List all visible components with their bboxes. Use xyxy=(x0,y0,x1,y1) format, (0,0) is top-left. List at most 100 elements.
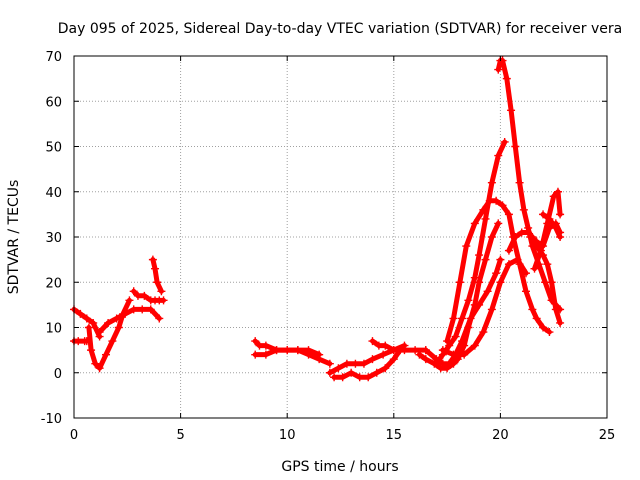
data-point xyxy=(530,264,539,273)
data-point xyxy=(494,151,503,160)
data-point xyxy=(449,350,458,359)
y-tick-label: -10 xyxy=(41,412,62,427)
data-point xyxy=(421,355,430,364)
data-point xyxy=(411,346,420,355)
data-point xyxy=(498,201,507,210)
data-point xyxy=(112,314,121,323)
data-point xyxy=(539,210,548,219)
data-point xyxy=(545,328,554,337)
data-point xyxy=(445,359,454,368)
data-point xyxy=(325,368,334,377)
series-band xyxy=(440,257,529,358)
data-point xyxy=(87,346,96,355)
series-arc-13 xyxy=(421,255,505,368)
data-point xyxy=(536,246,545,255)
data-point xyxy=(347,368,356,377)
data-point xyxy=(515,260,524,269)
data-point xyxy=(458,314,467,323)
data-point xyxy=(521,287,530,296)
data-point xyxy=(466,314,475,323)
data-point xyxy=(481,214,490,223)
series-arc-21 xyxy=(539,210,565,241)
data-point xyxy=(475,278,484,287)
data-point xyxy=(462,242,471,251)
series-arc-10 xyxy=(330,346,405,382)
data-point xyxy=(549,192,558,201)
chart-title: Day 095 of 2025, Sidereal Day-to-day VTE… xyxy=(58,21,622,37)
series-arc-15 xyxy=(432,137,509,368)
data-point xyxy=(251,350,260,359)
data-point xyxy=(464,296,473,305)
data-point xyxy=(76,309,85,318)
data-point xyxy=(470,341,479,350)
x-tick-label: 10 xyxy=(279,428,296,443)
data-point xyxy=(121,309,130,318)
x-tick-label: 20 xyxy=(492,428,509,443)
data-point xyxy=(368,337,377,346)
data-point xyxy=(389,355,398,364)
data-point xyxy=(372,368,381,377)
data-point xyxy=(364,373,373,382)
series-arc-5 xyxy=(129,287,168,305)
data-point xyxy=(379,350,388,359)
data-point xyxy=(95,364,104,373)
series-band xyxy=(150,257,164,294)
data-point xyxy=(381,341,390,350)
data-point xyxy=(507,106,516,115)
data-point xyxy=(114,323,123,332)
series-arc-18 xyxy=(504,228,565,327)
traces-layer xyxy=(70,56,565,382)
data-point xyxy=(140,291,149,300)
y-tick-label: 50 xyxy=(45,141,62,156)
data-point xyxy=(504,260,513,269)
data-point xyxy=(445,341,454,350)
y-tick-label: 40 xyxy=(45,186,62,201)
data-point xyxy=(556,210,565,219)
series-arc-1 xyxy=(70,305,104,341)
y-tick-label: 20 xyxy=(45,276,62,291)
x-axis-label: GPS time / hours xyxy=(281,459,398,475)
data-point xyxy=(479,205,488,214)
data-point xyxy=(148,255,157,264)
x-tick-label: 5 xyxy=(176,428,184,443)
data-point xyxy=(460,350,469,359)
data-point xyxy=(89,318,98,327)
data-point xyxy=(138,305,147,314)
data-point xyxy=(504,246,513,255)
data-point xyxy=(368,355,377,364)
data-point xyxy=(504,210,513,219)
data-point xyxy=(101,350,110,359)
data-point xyxy=(325,359,334,368)
data-point xyxy=(251,337,260,346)
data-point xyxy=(272,346,281,355)
y-tick-label: 60 xyxy=(45,95,62,110)
data-point xyxy=(458,337,467,346)
data-point xyxy=(502,74,511,83)
data-point xyxy=(515,178,524,187)
data-point xyxy=(304,346,313,355)
data-point xyxy=(159,296,168,305)
data-point xyxy=(151,264,160,273)
data-point xyxy=(438,350,447,359)
data-point xyxy=(84,323,93,332)
data-point xyxy=(146,305,155,314)
data-point xyxy=(511,233,520,241)
data-point xyxy=(551,223,560,232)
data-point xyxy=(261,350,270,359)
data-point xyxy=(95,328,104,337)
data-point xyxy=(539,323,548,332)
series-arc-8 xyxy=(251,346,324,359)
data-point xyxy=(283,346,292,355)
data-point xyxy=(487,178,496,187)
data-point xyxy=(487,305,496,314)
data-point xyxy=(475,300,484,309)
data-point xyxy=(129,287,138,296)
data-point xyxy=(511,142,520,151)
data-point xyxy=(125,296,134,305)
data-point xyxy=(470,273,479,282)
y-axis-label: SDTVAR / TECUs xyxy=(6,180,22,295)
series-arc-20 xyxy=(530,187,565,273)
data-point xyxy=(400,346,409,355)
data-point xyxy=(500,137,509,146)
